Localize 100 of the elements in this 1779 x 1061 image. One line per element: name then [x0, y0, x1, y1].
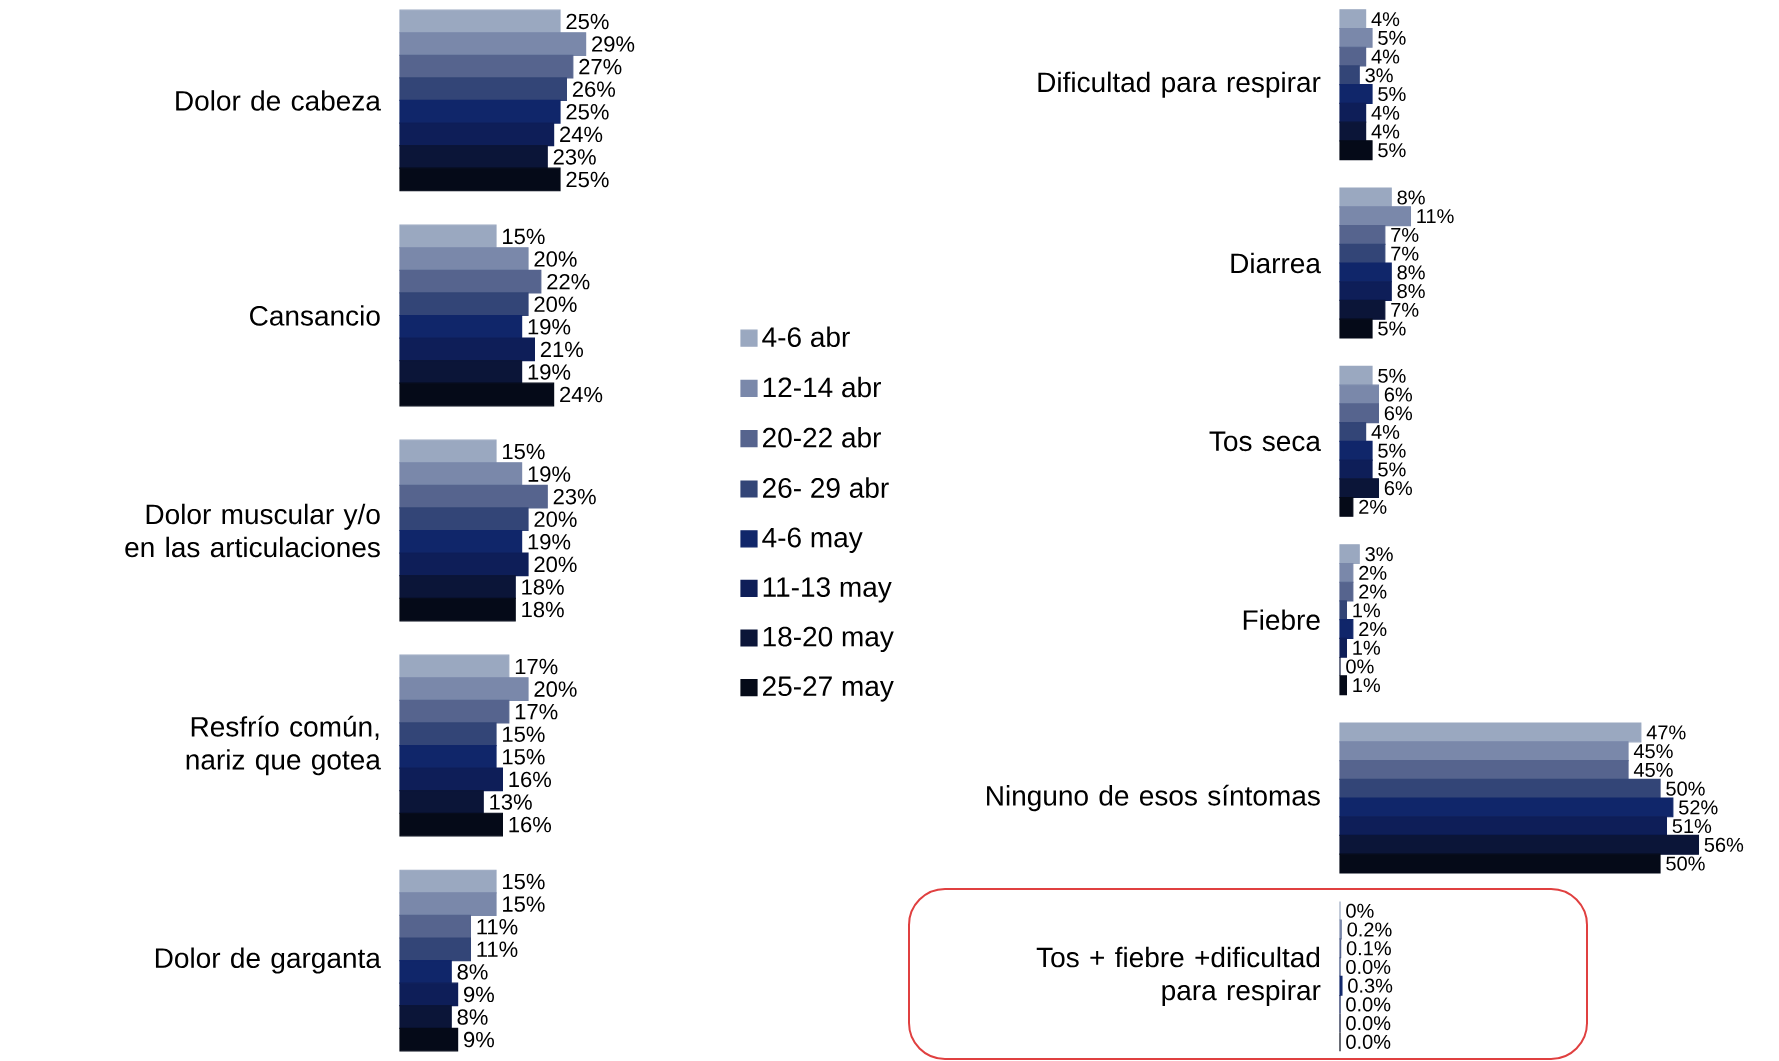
data-label: 24%	[560, 126, 603, 143]
data-label: 0%	[1346, 903, 1374, 918]
data-label: 4%	[1371, 49, 1400, 64]
data-label: 2%	[1359, 565, 1387, 580]
bar	[1339, 600, 1348, 621]
bar	[399, 790, 484, 814]
bar	[1339, 384, 1380, 405]
bar	[1339, 675, 1348, 696]
data-label: 0.0%	[1346, 1016, 1391, 1031]
data-label: 18%	[522, 601, 564, 618]
data-label: 0.1%	[1346, 941, 1391, 956]
bar	[1339, 440, 1373, 461]
data-label: 7%	[1391, 246, 1419, 261]
data-label: 51%	[1672, 819, 1712, 834]
data-label: 4%	[1371, 105, 1400, 120]
y-tick-label: Resfrío común, nariz que gotea	[186, 715, 381, 776]
data-label: 16%	[509, 771, 552, 788]
bar	[399, 1027, 459, 1052]
bar	[399, 552, 529, 577]
bar	[399, 722, 497, 747]
data-label: 22%	[547, 273, 590, 290]
bar	[1339, 619, 1354, 639]
data-label: 20%	[534, 296, 577, 312]
bar	[1339, 262, 1392, 283]
data-label: 19%	[528, 466, 571, 482]
data-label: 4%	[1371, 124, 1400, 139]
data-label: 56%	[1704, 837, 1744, 852]
data-label: 9%	[464, 986, 494, 1003]
data-label: 3%	[1365, 68, 1393, 83]
data-label: 5%	[1378, 87, 1406, 102]
data-label: 6%	[1384, 387, 1413, 402]
legend-label: 26- 29 abr	[763, 477, 889, 498]
data-label: 6%	[1384, 406, 1413, 421]
bar	[399, 32, 587, 56]
data-label: 25%	[566, 171, 609, 188]
data-label: 0.2%	[1347, 922, 1392, 937]
data-label: 3%	[1365, 547, 1393, 562]
bar	[399, 269, 542, 294]
data-label: 6%	[1384, 481, 1413, 496]
legend-label: 20-22 abr	[763, 427, 881, 448]
bar	[399, 812, 503, 837]
data-label: 15%	[503, 228, 545, 245]
data-label: 8%	[1397, 190, 1425, 205]
data-label: 27%	[579, 58, 622, 75]
data-label: 26%	[572, 81, 616, 97]
data-label: 20%	[534, 556, 577, 573]
data-label: 52%	[1679, 800, 1718, 815]
data-label: 0.0%	[1346, 959, 1391, 975]
bar	[399, 914, 471, 939]
bar	[1339, 84, 1373, 105]
y-tick-label: Cansancio	[250, 305, 380, 326]
data-label: 0%	[1346, 659, 1374, 674]
y-tick-label: Dolor de cabeza	[176, 90, 381, 111]
data-label: 19%	[528, 364, 571, 380]
data-label: 47%	[1646, 725, 1686, 740]
bar	[1339, 65, 1360, 86]
data-label: 8%	[457, 964, 488, 980]
bar	[1339, 797, 1674, 818]
bar	[1339, 722, 1642, 743]
bar	[399, 99, 561, 124]
bar	[399, 677, 529, 701]
data-label: 2%	[1359, 584, 1387, 599]
bar	[399, 869, 497, 894]
bar	[1339, 140, 1373, 161]
y-tick-label: Tos seca	[1209, 431, 1321, 452]
data-label: 1%	[1353, 640, 1381, 655]
bar	[1339, 778, 1661, 799]
data-label: 17%	[515, 703, 558, 720]
data-label: 5%	[1378, 443, 1406, 458]
data-label: 11%	[477, 941, 518, 957]
bar	[399, 767, 503, 792]
data-label: 25%	[566, 103, 609, 120]
y-tick-label: Dolor muscular y/o en las articulaciones	[125, 503, 380, 558]
data-label: 24%	[560, 386, 603, 403]
bar	[1339, 102, 1367, 123]
data-label: 1%	[1353, 603, 1381, 618]
bar	[1339, 496, 1354, 517]
legend-label: 12-14 abr	[763, 376, 881, 398]
bar	[399, 654, 510, 679]
legend-label: 4-6 abr	[762, 326, 850, 348]
bar	[1339, 206, 1412, 227]
bar	[1339, 299, 1386, 320]
bar	[399, 439, 497, 464]
bar	[1339, 834, 1700, 855]
bar	[399, 937, 471, 962]
data-label: 11%	[1417, 209, 1454, 224]
bar	[399, 982, 459, 1007]
data-label: 1%	[1353, 678, 1381, 693]
bar	[399, 959, 452, 984]
bar	[399, 462, 523, 486]
data-label: 19%	[528, 534, 571, 550]
legend-label: 18-20 may	[763, 626, 894, 653]
data-label: 15%	[503, 749, 545, 765]
bar	[399, 744, 497, 769]
bar	[1339, 581, 1354, 602]
y-tick-label: Diarrea	[1231, 252, 1321, 274]
data-label: 16%	[509, 816, 552, 833]
legend-label: 11-13 may	[763, 577, 892, 603]
bar	[399, 224, 497, 249]
bar	[399, 145, 548, 169]
